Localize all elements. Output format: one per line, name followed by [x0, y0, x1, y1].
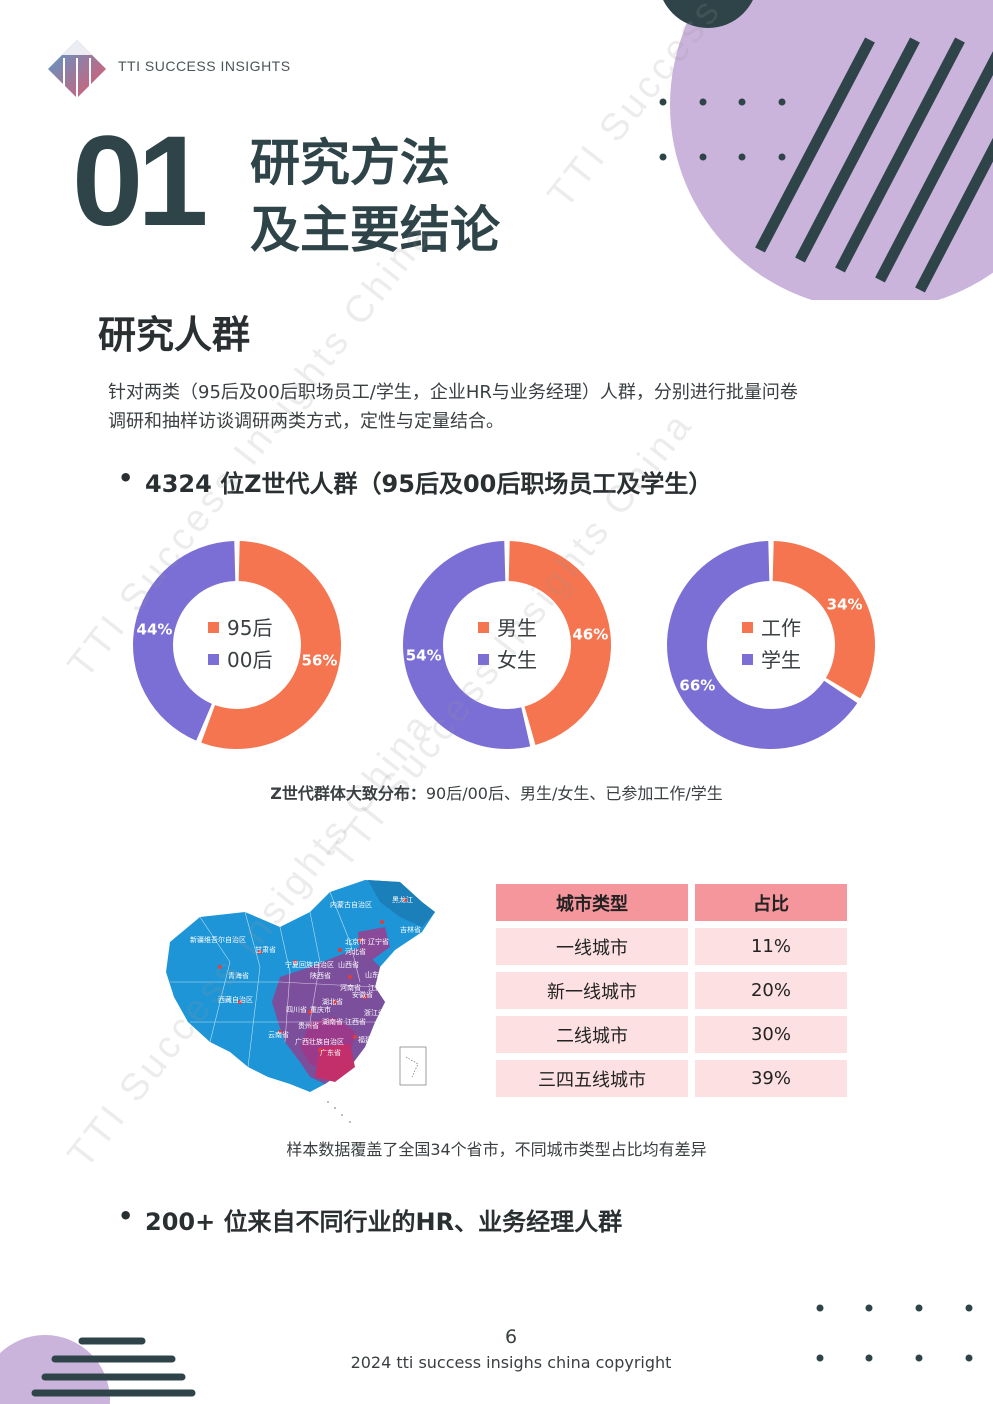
map-label: 湖南省: [322, 1017, 343, 1026]
map-label: 甘肃省: [255, 945, 276, 954]
table-cell: 39%: [695, 1060, 847, 1097]
map-label: 贵州省: [298, 1021, 319, 1030]
map-label: 浙江省: [364, 1008, 385, 1017]
bullet-gen-z-text: 4324 位Z世代人群（95后及00后职场员工及学生）: [145, 470, 713, 498]
chapter-number: 01: [72, 110, 208, 253]
section-title: 研究人群: [98, 313, 251, 357]
donut-data-label: 34%: [827, 596, 863, 614]
legend-label: 学生: [761, 648, 801, 672]
donut-chart-age: 56% 44% 95后 00后: [133, 541, 342, 749]
donut-data-label: 56%: [302, 652, 338, 670]
decor-top-right: [659, 0, 993, 300]
bullet-hr-text: 200+ 位来自不同行业的HR、业务经理人群: [145, 1208, 623, 1236]
map-label: 云南省: [268, 1030, 289, 1039]
bullet-gen-z: 4324 位Z世代人群（95后及00后职场员工及学生）: [118, 464, 712, 499]
intro-line-1: 针对两类（95后及00后职场员工/学生，企业HR与业务经理）人群，分别进行批量问…: [108, 382, 798, 403]
map-caption: 样本数据覆盖了全国34个省市，不同城市类型占比均有差异: [286, 1140, 707, 1159]
page-number: 6: [504, 1326, 518, 1348]
donut-slice-orange: [508, 541, 612, 746]
table-cell: 二线城市: [496, 1016, 688, 1053]
donut-data-label: 44%: [137, 620, 173, 638]
table-header-share: 占比: [695, 884, 847, 921]
intro-paragraph: 针对两类（95后及00后职场员工/学生，企业HR与业务经理）人群，分别进行批量问…: [108, 378, 908, 436]
map-label: 安徽省: [352, 990, 373, 999]
legend-label: 男生: [497, 616, 537, 640]
chapter-title-line1: 研究方法: [250, 134, 450, 192]
donut-slice-purple: [133, 541, 236, 741]
map-label: 山东省: [365, 970, 386, 979]
map-label: 山西省: [338, 960, 359, 969]
map-label: 湖北省: [322, 997, 343, 1006]
donut-data-label: 54%: [406, 647, 442, 665]
logo-text: TTI SUCCESS INSIGHTS: [118, 58, 291, 74]
legend-label: 工作: [761, 616, 801, 640]
donut-data-label: 66%: [679, 676, 715, 694]
legend-label: 00后: [227, 648, 272, 672]
table-header-city-type: 城市类型: [496, 884, 688, 921]
table-cell: 30%: [695, 1016, 847, 1053]
donut-slice-orange: [201, 541, 342, 749]
intro-line-2: 调研和抽样访谈调研两类方式，定性与定量结合。: [108, 411, 504, 432]
donut-slice-orange: [772, 541, 875, 699]
donut-caption: Z世代群体大致分布：90后/00后、男生/女生、已参加工作/学生: [0, 780, 993, 804]
tti-logo: [48, 40, 106, 98]
map-label: 江西省: [345, 1017, 366, 1026]
table-cell: 20%: [695, 972, 847, 1009]
donut-caption-rest: 90后/00后、男生/女生、已参加工作/学生: [425, 784, 723, 803]
map-label: 重庆市: [310, 1005, 331, 1014]
map-label: 陕西省: [310, 971, 331, 980]
map-label: 青海省: [228, 971, 249, 980]
table-cell: 11%: [695, 928, 847, 965]
map-label: 辽宁省: [368, 937, 389, 946]
donut-slice-purple: [403, 541, 531, 749]
legend-swatch: [208, 654, 219, 665]
legend-swatch: [478, 622, 489, 633]
map-label: 广东省: [320, 1048, 341, 1057]
legend-label: 95后: [227, 616, 272, 640]
legend-swatch: [208, 622, 219, 633]
map-label: 广西壮族自治区: [295, 1037, 344, 1046]
map-label: 西藏自治区: [218, 995, 253, 1004]
bullet-hr: 200+ 位来自不同行业的HR、业务经理人群: [118, 1202, 622, 1237]
footer-copyright: 2024 tti success insighs china copyright: [350, 1353, 672, 1372]
table-cell: 三四五线城市: [496, 1060, 688, 1097]
legend-swatch: [478, 654, 489, 665]
donut-data-label: 46%: [572, 625, 608, 643]
map-label: 新疆维吾尔自治区: [190, 935, 246, 944]
table-cell: 新一线城市: [496, 972, 688, 1009]
legend-label: 女生: [497, 648, 537, 672]
table-cell: 一线城市: [496, 928, 688, 965]
decor-bottom: [0, 1304, 973, 1404]
donut-caption-bold: Z世代群体大致分布：: [270, 784, 426, 803]
map-label: 北京市: [345, 937, 366, 946]
map-label: 四川省: [286, 1005, 307, 1014]
chapter-title-line2: 及主要结论: [250, 201, 500, 259]
donut-slice-purple: [667, 541, 858, 749]
map-label: 河北省: [345, 947, 366, 956]
china-map: 黑龙江 吉林省 辽宁省 内蒙古自治区 新疆维吾尔自治区 甘肃省 青海省 西藏自治…: [166, 880, 435, 1123]
map-label: 江苏省: [368, 983, 389, 992]
map-label: 吉林省: [400, 925, 421, 934]
map-label: 宁夏回族自治区: [285, 960, 334, 969]
legend-swatch: [742, 654, 753, 665]
map-label: 福建省: [358, 1035, 379, 1044]
map-label: 黑龙江: [392, 895, 413, 904]
legend-swatch: [742, 622, 753, 633]
map-label: 河南省: [340, 983, 361, 992]
map-label: 内蒙古自治区: [330, 900, 372, 909]
